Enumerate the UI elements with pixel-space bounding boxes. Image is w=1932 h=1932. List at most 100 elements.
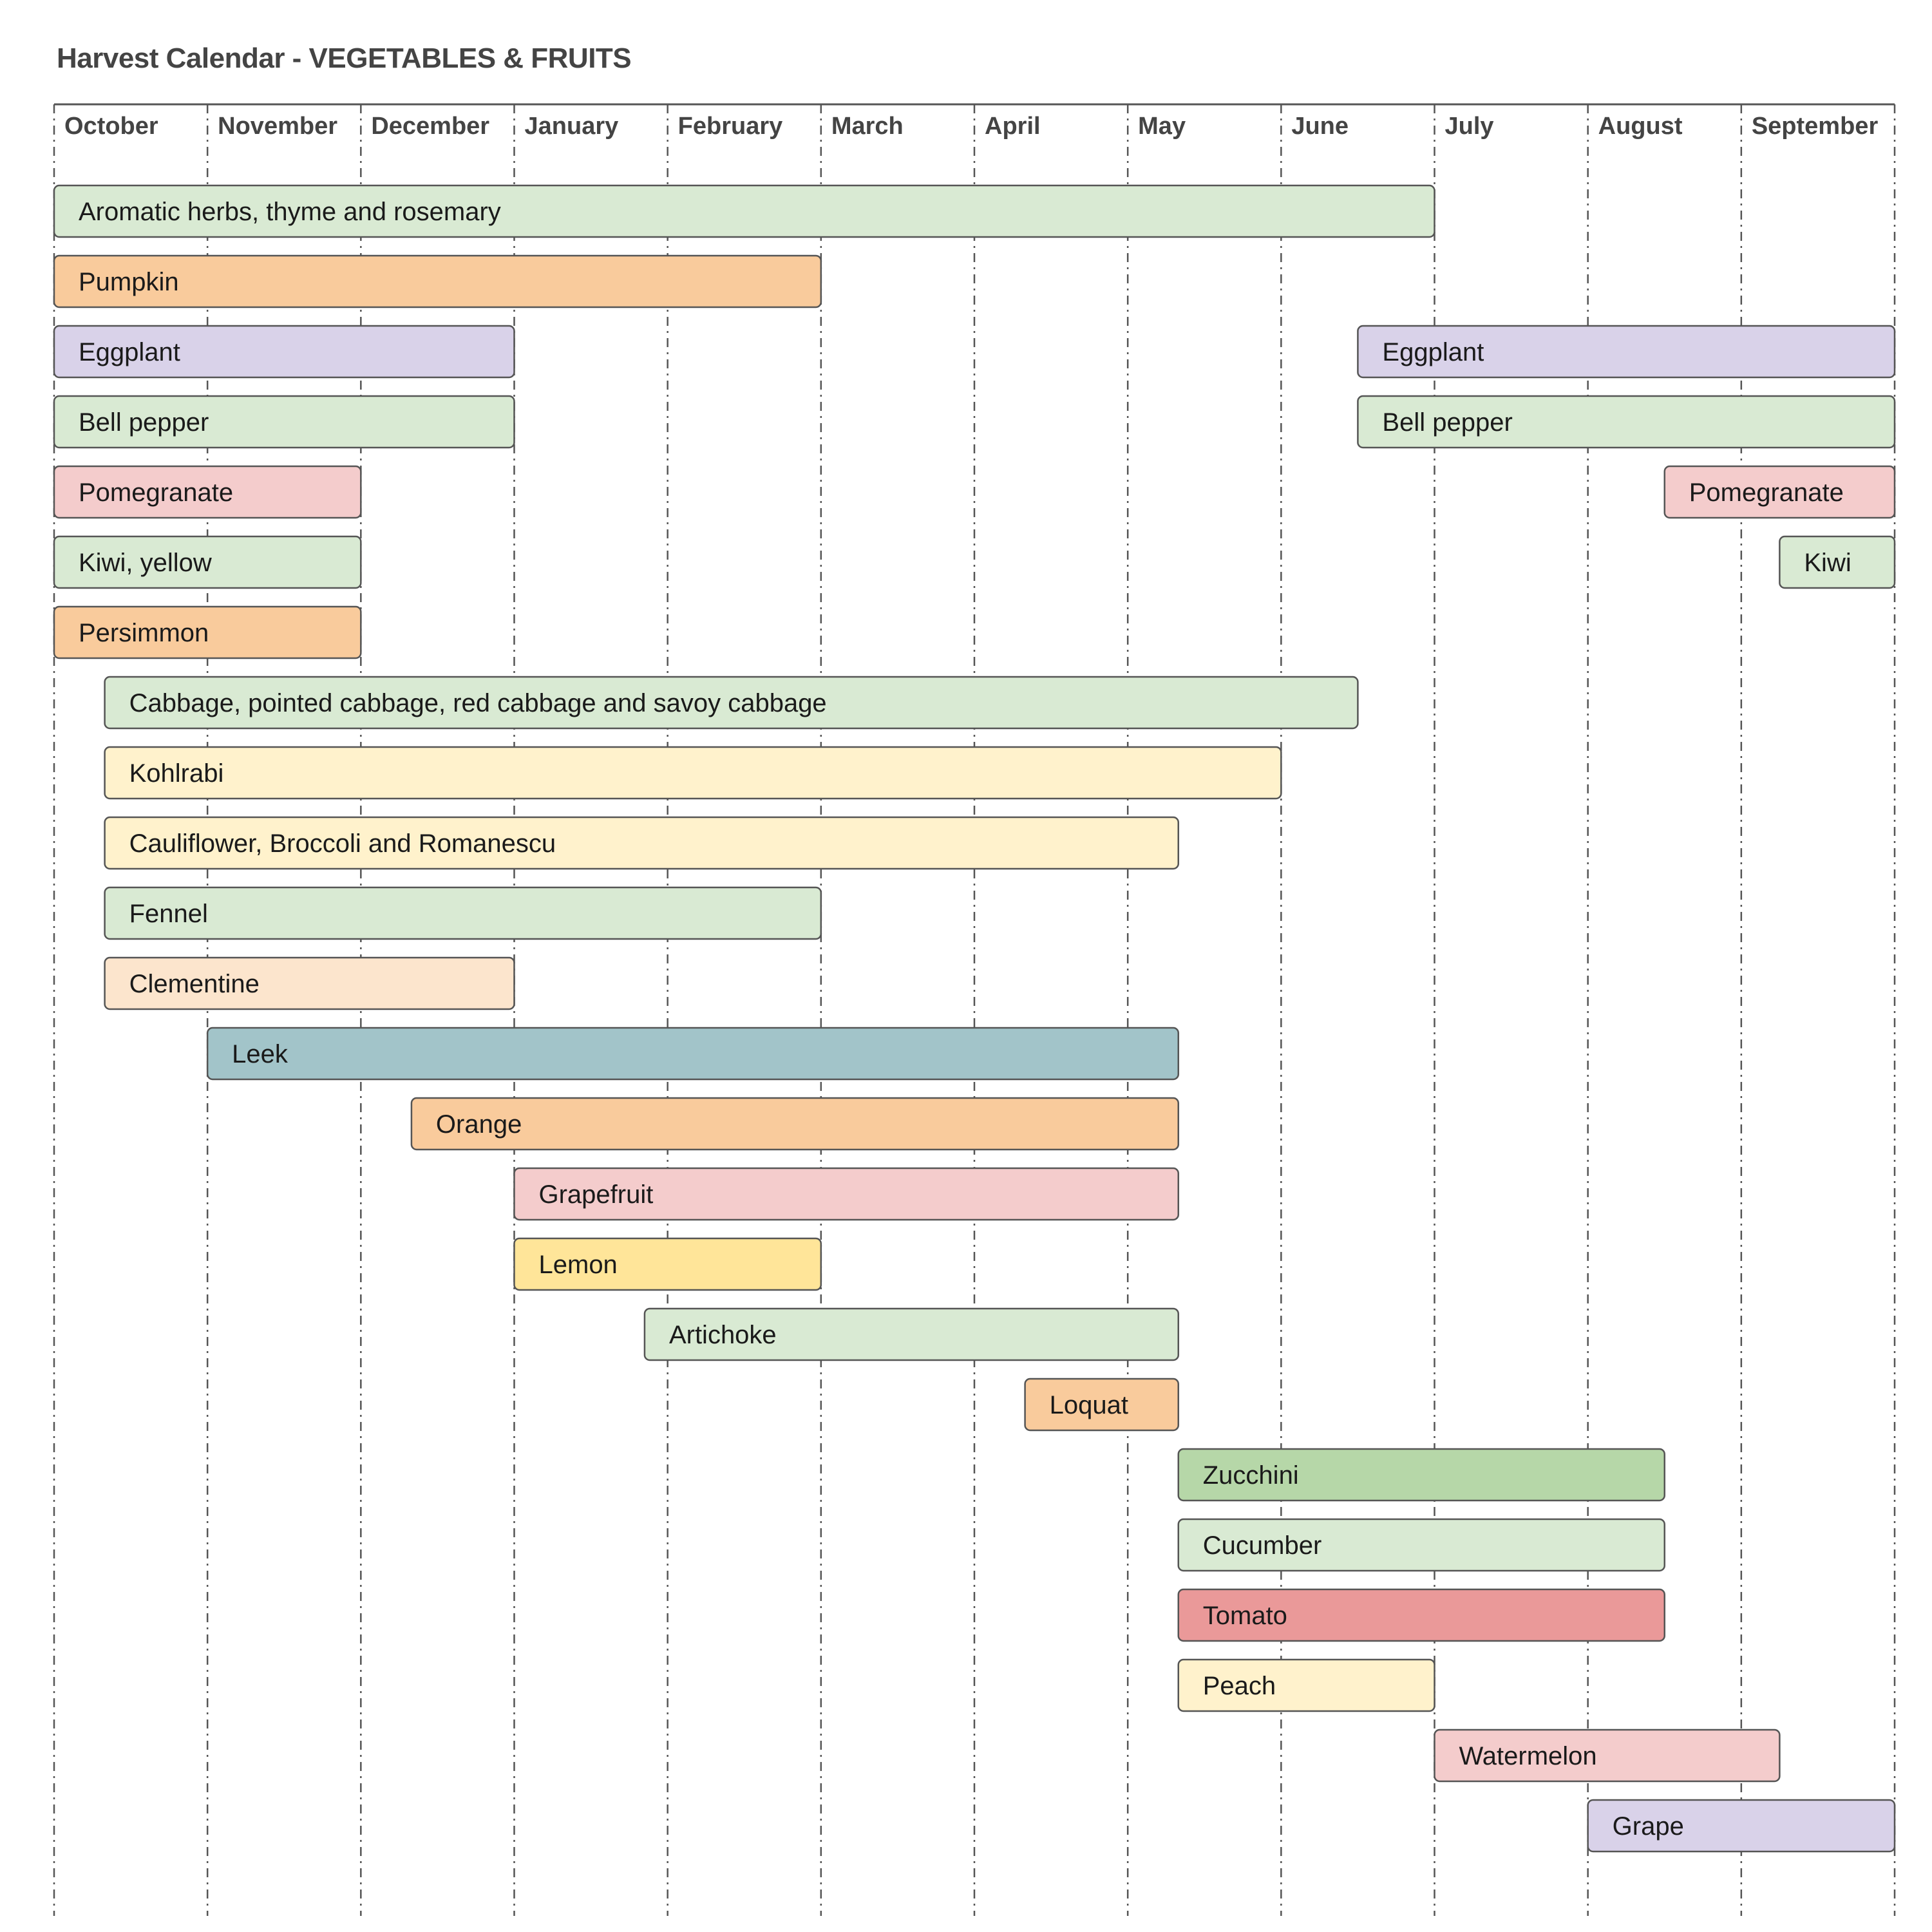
harvest-bar: Persimmon (53, 605, 362, 659)
harvest-bar-rect (53, 605, 362, 659)
harvest-bar-rect (1177, 1658, 1435, 1712)
harvest-bar-label: Cauliflower, Broccoli and Romanescu (129, 829, 556, 858)
harvest-bar-label: Cabbage, pointed cabbage, red cabbage an… (129, 689, 827, 717)
harvest-bar-rect (1024, 1378, 1180, 1432)
harvest-bar: Zucchini (1177, 1448, 1666, 1502)
harvest-bar-rect (53, 184, 1435, 238)
harvest-bar-rect (53, 535, 362, 589)
harvest-bar-label: Cucumber (1203, 1531, 1322, 1560)
harvest-bar-rect (1779, 535, 1896, 589)
harvest-bar-rect (513, 1167, 1180, 1221)
harvest-bar-label: Fennel (129, 900, 208, 928)
harvest-bar-label: Zucchini (1203, 1461, 1299, 1490)
harvest-bar: Clementine (104, 956, 515, 1010)
harvest-bar-label: Loquat (1050, 1391, 1128, 1419)
month-label-february: February (678, 113, 783, 140)
harvest-bar: Pumpkin (53, 254, 822, 308)
harvest-bar: Orange (410, 1097, 1180, 1151)
harvest-bar: Grape (1587, 1799, 1896, 1853)
month-label-july: July (1445, 113, 1494, 140)
harvest-bar: Eggplant (1357, 325, 1896, 379)
harvest-bar-label: Grapefruit (539, 1180, 654, 1209)
harvest-bar: Loquat (1024, 1378, 1180, 1432)
harvest-bar-label: Pomegranate (79, 478, 233, 507)
harvest-bar-label: Leek (232, 1040, 289, 1068)
harvest-bar-label: Peach (1203, 1672, 1276, 1700)
harvest-bar-label: Kiwi (1804, 549, 1851, 577)
harvest-bar-label: Kohlrabi (129, 759, 224, 788)
harvest-bar: Bell pepper (53, 395, 515, 449)
harvest-bar-rect (104, 676, 1359, 730)
harvest-bar: Lemon (513, 1237, 822, 1291)
harvest-bar: Cauliflower, Broccoli and Romanescu (104, 816, 1180, 870)
harvest-bar-rect (104, 816, 1180, 870)
harvest-bar-label: Clementine (129, 970, 260, 998)
harvest-bar-rect (53, 325, 515, 379)
harvest-bar-label: Eggplant (1382, 338, 1484, 366)
harvest-bar-label: Grape (1613, 1812, 1684, 1841)
harvest-bar: Bell pepper (1357, 395, 1896, 449)
month-header: October November December January February Ma… (54, 103, 1895, 140)
harvest-bar-rect (104, 886, 822, 940)
chart-title: Harvest Calendar - VEGETABLES & FRUITS (57, 43, 632, 74)
harvest-bars: Aromatic herbs, thyme and rosemary Pumpki… (53, 184, 1896, 1853)
harvest-bar-label: Pumpkin (79, 268, 179, 296)
harvest-bar-rect (1357, 325, 1896, 379)
harvest-bar-rect (1434, 1728, 1781, 1783)
harvest-bar-rect (206, 1027, 1180, 1081)
month-label-june: June (1291, 113, 1349, 140)
harvest-bar: Aromatic herbs, thyme and rosemary (53, 184, 1435, 238)
month-label-march: March (831, 113, 904, 140)
harvest-bar: Leek (206, 1027, 1180, 1081)
harvest-bar-label: Artichoke (669, 1321, 777, 1349)
harvest-bar-rect (1663, 465, 1896, 519)
harvest-bar: Grapefruit (513, 1167, 1180, 1221)
month-label-november: November (218, 113, 337, 140)
harvest-bar-label: Bell pepper (79, 408, 209, 437)
harvest-bar: Tomato (1177, 1588, 1666, 1642)
harvest-bar-rect (1177, 1448, 1666, 1502)
harvest-bar-rect (643, 1307, 1180, 1361)
harvest-bar-rect (1357, 395, 1896, 449)
harvest-bar-label: Pomegranate (1689, 478, 1844, 507)
harvest-bar-label: Tomato (1203, 1602, 1287, 1630)
harvest-bar-rect (53, 465, 362, 519)
month-label-may: May (1138, 113, 1186, 140)
harvest-bar: Pomegranate (1663, 465, 1896, 519)
harvest-bar: Kohlrabi (104, 746, 1282, 800)
harvest-bar-label: Lemon (539, 1251, 618, 1279)
harvest-bar-label: Eggplant (79, 338, 180, 366)
harvest-bar: Pomegranate (53, 465, 362, 519)
month-label-january: January (525, 113, 619, 140)
harvest-bar-rect (1587, 1799, 1896, 1853)
harvest-bar: Artichoke (643, 1307, 1180, 1361)
harvest-bar: Fennel (104, 886, 822, 940)
month-label-december: December (371, 113, 489, 140)
month-label-april: April (985, 113, 1041, 140)
harvest-bar: Kiwi (1779, 535, 1896, 589)
harvest-bar-label: Kiwi, yellow (79, 549, 212, 577)
harvest-bar: Cucumber (1177, 1518, 1666, 1572)
harvest-bar-label: Watermelon (1459, 1742, 1597, 1770)
harvest-bar-rect (104, 956, 515, 1010)
month-label-october: October (64, 113, 158, 140)
month-label-august: August (1598, 113, 1683, 140)
harvest-bar-rect (1177, 1588, 1666, 1642)
harvest-bar-rect (53, 395, 515, 449)
harvest-bar: Cabbage, pointed cabbage, red cabbage an… (104, 676, 1359, 730)
harvest-bar-label: Persimmon (79, 619, 209, 647)
harvest-bar: Peach (1177, 1658, 1435, 1712)
harvest-bar-label: Bell pepper (1382, 408, 1512, 437)
harvest-bar: Eggplant (53, 325, 515, 379)
harvest-bar-rect (1177, 1518, 1666, 1572)
harvest-bar-rect (410, 1097, 1180, 1151)
month-label-september: September (1752, 113, 1879, 140)
harvest-bar-rect (53, 254, 822, 308)
harvest-bar-rect (513, 1237, 822, 1291)
harvest-bar-rect (104, 746, 1282, 800)
harvest-bar: Kiwi, yellow (53, 535, 362, 589)
harvest-bar-label: Orange (436, 1110, 522, 1139)
harvest-bar-label: Aromatic herbs, thyme and rosemary (79, 198, 501, 226)
harvest-bar: Watermelon (1434, 1728, 1781, 1783)
